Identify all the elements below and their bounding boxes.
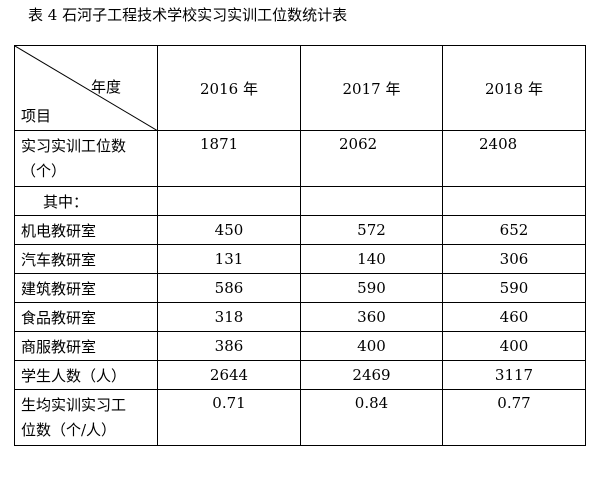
year-header-2017: 2017 年 bbox=[300, 45, 443, 131]
row-label-workstations: 实习实训工位数 （个） bbox=[14, 130, 158, 187]
corner-header-cell: 年度 项目 bbox=[14, 45, 158, 131]
table-row-per-student: 生均实训实习工 位数（个/人） 0.71 0.84 0.77 bbox=[14, 389, 586, 446]
table-cell: 306 bbox=[442, 244, 586, 274]
cell-per-student-2016: 0.71 bbox=[157, 389, 301, 446]
table-cell: 652 bbox=[442, 215, 586, 245]
row-label-per-student: 生均实训实习工 位数（个/人） bbox=[14, 389, 158, 446]
cell-empty bbox=[157, 186, 301, 216]
table-cell: 386 bbox=[157, 331, 301, 361]
row-label: 机电教研室 bbox=[14, 215, 158, 245]
workstation-table: 年度 项目 2016 年 2017 年 2018 年 实习实训工位数 （个） 1… bbox=[14, 45, 586, 446]
row-label-students: 学生人数（人） bbox=[14, 360, 158, 390]
table-row: 建筑教研室 586 590 590 bbox=[14, 273, 586, 303]
header-row: 年度 项目 2016 年 2017 年 2018 年 bbox=[14, 45, 586, 131]
table-cell: 318 bbox=[157, 302, 301, 332]
cell-workstations-2018: 2408 bbox=[442, 130, 586, 187]
cell-per-student-2018: 0.77 bbox=[442, 389, 586, 446]
table-cell: 586 bbox=[157, 273, 301, 303]
row-label: 建筑教研室 bbox=[14, 273, 158, 303]
table-row-of-which: 其中： bbox=[14, 186, 586, 216]
table-cell: 450 bbox=[157, 215, 301, 245]
row-label: 食品教研室 bbox=[14, 302, 158, 332]
cell-workstations-2016: 1871 bbox=[157, 130, 301, 187]
table-cell: 590 bbox=[442, 273, 586, 303]
table-cell: 400 bbox=[300, 331, 443, 361]
row-label: 商服教研室 bbox=[14, 331, 158, 361]
table-row: 汽车教研室 131 140 306 bbox=[14, 244, 586, 274]
table-row: 食品教研室 318 360 460 bbox=[14, 302, 586, 332]
cell-students-2018: 3117 bbox=[442, 360, 586, 390]
table-row-workstations: 实习实训工位数 （个） 1871 2062 2408 bbox=[14, 130, 586, 187]
corner-item-label: 项目 bbox=[21, 107, 52, 125]
cell-workstations-2017: 2062 bbox=[300, 130, 443, 187]
table-cell: 460 bbox=[442, 302, 586, 332]
table-cell: 140 bbox=[300, 244, 443, 274]
table-cell: 590 bbox=[300, 273, 443, 303]
table-row: 商服教研室 386 400 400 bbox=[14, 331, 586, 361]
year-header-2018: 2018 年 bbox=[442, 45, 586, 131]
table-row: 机电教研室 450 572 652 bbox=[14, 215, 586, 245]
diagonal-line bbox=[15, 46, 157, 130]
corner-year-label: 年度 bbox=[90, 78, 121, 96]
table-row-students: 学生人数（人） 2644 2469 3117 bbox=[14, 360, 586, 390]
row-label-of-which: 其中： bbox=[14, 186, 158, 216]
table-cell: 572 bbox=[300, 215, 443, 245]
cell-per-student-2017: 0.84 bbox=[300, 389, 443, 446]
table-cell: 131 bbox=[157, 244, 301, 274]
row-label: 汽车教研室 bbox=[14, 244, 158, 274]
cell-students-2016: 2644 bbox=[157, 360, 301, 390]
cell-students-2017: 2469 bbox=[300, 360, 443, 390]
cell-empty bbox=[300, 186, 443, 216]
year-header-2016: 2016 年 bbox=[157, 45, 301, 131]
table-caption: 表 4 石河子工程技术学校实习实训工位数统计表 bbox=[28, 6, 348, 24]
table-cell: 400 bbox=[442, 331, 586, 361]
table-cell: 360 bbox=[300, 302, 443, 332]
cell-empty bbox=[442, 186, 586, 216]
